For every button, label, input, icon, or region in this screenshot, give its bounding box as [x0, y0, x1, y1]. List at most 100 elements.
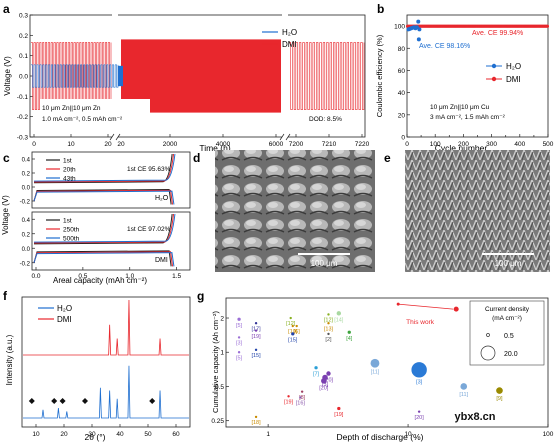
panel-c-electrolyte-label: H₂O — [155, 195, 169, 202]
panel-g-point-label: [3] — [322, 382, 329, 388]
panel-b-h2o-point — [417, 27, 422, 32]
panel-g-legend-box — [469, 300, 545, 366]
panel-a-ytick-label: 0.3 — [19, 13, 28, 20]
panel-f-xtick-label: 60 — [172, 431, 180, 438]
panel-c-electrolyte-label: DMI — [155, 257, 168, 264]
panel-g-point — [295, 324, 298, 328]
panel-g-point — [300, 390, 304, 393]
panel-g-point — [326, 371, 331, 376]
panel-b-annotation: 3 mA cm⁻², 1.5 mAh cm⁻² — [430, 114, 506, 121]
panel-c-curve-bottom-1st — [33, 213, 173, 267]
panel-c-ytick-label: 0.0 — [22, 247, 31, 253]
panel-g-point-label: [19] — [284, 399, 294, 405]
panel-c-xtick-label: 0.5 — [78, 273, 87, 280]
panel-b-xtick-label: 500 — [543, 141, 554, 148]
panel-a-xtick-label: 20 — [104, 141, 112, 148]
panel-a-xtick-label: 6000 — [269, 141, 284, 148]
panel-g-thiswork-arrow — [398, 303, 454, 310]
panel-g-point-label: [7] — [313, 371, 320, 377]
panel-f-xtick-label: 40 — [116, 431, 124, 438]
legend-label-h2o: H₂O — [57, 304, 72, 313]
panel-f: f Intensity (a.u.) 2θ (°) 10 20 30 40 50 60 H₂… — [3, 289, 191, 442]
panel-a-annotation: DOD: 8.5% — [309, 116, 342, 123]
panel-a-dmi-series — [289, 42, 365, 110]
panel-a-ytick-label: 0.0 — [19, 74, 28, 81]
panel-g-point — [417, 410, 421, 413]
panel-g-ytick-label: 1 — [220, 350, 224, 357]
panel-label-f: f — [3, 289, 8, 303]
panel-g-legend-size-large — [480, 345, 496, 361]
panel-c-frame-top — [31, 151, 191, 209]
panel-g-point — [237, 317, 241, 321]
panel-label-a: a — [3, 2, 10, 16]
legend-label-h2o: H₂O — [506, 62, 521, 71]
panel-b-ylabel: Coulombic efficiency (%) — [375, 34, 384, 117]
panel-b-ytick-label: 100 — [394, 24, 405, 31]
annot-bg — [305, 112, 357, 124]
panel-c-legend-label: 20th — [63, 167, 76, 174]
panel-b-ytick-label: 20 — [398, 112, 406, 119]
panel-g-ytick-label: 0.5 — [215, 384, 224, 391]
panel-b-xlabel: Cycle number — [435, 143, 488, 153]
panel-c-ce-note: 1st CE 97.02% — [127, 226, 171, 233]
panel-g-point — [337, 406, 341, 411]
panel-c-ytick-label: 0.2 — [22, 172, 31, 178]
panel-g-point — [237, 336, 241, 339]
panel-c-xtick-label: 0.0 — [31, 273, 40, 280]
panel-g-point — [496, 387, 503, 394]
panel-label-c: c — [3, 151, 10, 165]
panel-a-xtick-label: 0 — [32, 141, 36, 148]
watermark: ybx8.cn — [455, 411, 496, 423]
panel-g-point — [314, 366, 318, 370]
panel-g-point-label: [4] — [346, 336, 353, 342]
panel-g-thiswork-marker — [453, 306, 459, 312]
legend-label-dmi: DMI — [506, 75, 521, 84]
panel-g-point — [370, 358, 380, 368]
panel-g-point-label: [20] — [319, 386, 329, 392]
panel-g-xtick-label: 10 — [404, 431, 412, 438]
panel-c-ytick-label: 0.2 — [22, 232, 31, 238]
panel-f-xtick-label: 30 — [88, 431, 96, 438]
panel-f-xlabel: 2θ (°) — [85, 432, 106, 442]
panel-c-curve-bottom-500th — [33, 213, 176, 267]
panel-c-ytick-label: 0.0 — [22, 186, 31, 192]
panel-g-point — [299, 396, 302, 399]
panel-b-ytick-label: 60 — [398, 68, 406, 75]
panel-b-h2o-point — [416, 37, 421, 42]
panel-g-point — [291, 332, 295, 336]
panel-c-frame-bottom — [31, 211, 191, 271]
panel-g-point-label: [10] — [288, 329, 298, 335]
panel-b-h2o-point — [416, 19, 421, 24]
panel-g-point — [321, 378, 327, 384]
panel-g-point-label: [16] — [296, 401, 306, 407]
panel-a-xtick-label: 7210 — [322, 141, 337, 148]
panel-label-d: d — [193, 151, 200, 165]
panel-b-ytick-label: 80 — [398, 46, 406, 53]
panel-c-legend-label: 1st — [63, 218, 72, 225]
panel-f-diamond-marker — [149, 398, 156, 404]
panel-g-xtick-label: 100 — [543, 431, 554, 438]
axis-break-mark — [279, 133, 285, 141]
panel-f-frame — [21, 296, 191, 428]
panel-g-ytick-label: 0.25 — [211, 418, 224, 425]
panel-b-annotation: Ave. CE 99.94% — [472, 30, 523, 37]
panel-c-legend-label: 1st — [63, 158, 72, 165]
panel-f-diamond-marker — [82, 398, 88, 404]
panel-a: a Voltage (V) Time (h) -0.3 -0.2 -0.1 0.0 0.… — [3, 2, 370, 153]
panel-g-point-label: [12] — [286, 321, 296, 327]
panel-c-curve-top-20th — [33, 153, 175, 205]
panel-b-xtick-label: 400 — [514, 141, 525, 148]
panel-b-annotation: 10 μm Zn||10 μm Cu — [430, 104, 490, 111]
panel-c-ytick-label: 0.4 — [22, 158, 31, 164]
panel-a-xtick-label: 2000 — [163, 141, 178, 148]
panel-c: c Voltage (V) Areal capacity (mAh cm⁻²) … — [1, 151, 191, 285]
panel-a-ytick-label: -0.1 — [17, 94, 29, 101]
panel-g-legend-label: 0.5 — [504, 333, 514, 340]
panel-g-xtick-label: 1 — [266, 431, 270, 438]
panel-c-xtick-label: 1.5 — [172, 273, 181, 280]
panel-f-xtick-label: 50 — [144, 431, 152, 438]
sem-image-e — [405, 150, 550, 272]
axis-break-gap — [282, 13, 288, 17]
axis-break-mark — [109, 133, 115, 141]
